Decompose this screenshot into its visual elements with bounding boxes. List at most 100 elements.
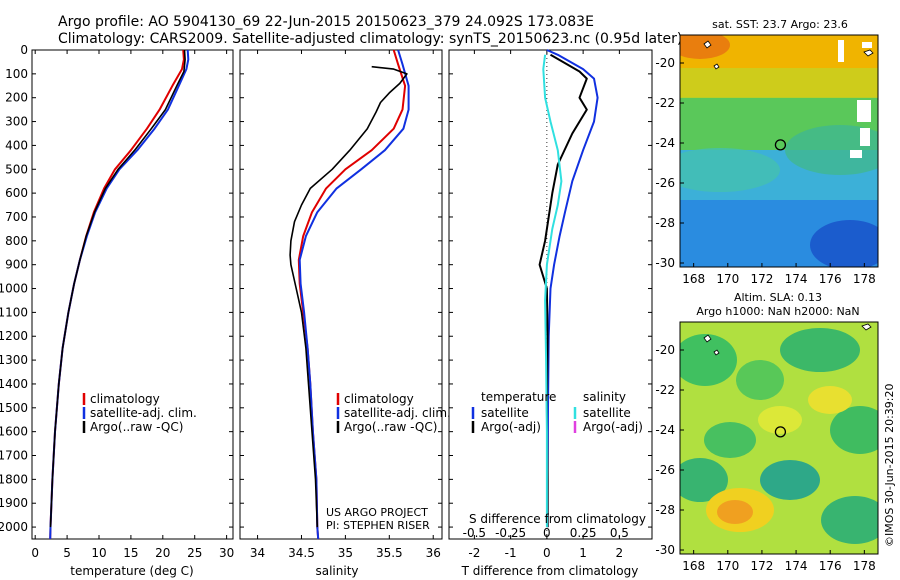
sst-transition-band: [680, 68, 878, 98]
map-x-tick-label: 176: [819, 272, 842, 286]
legend-sal-argo: Argo(-adj): [583, 420, 643, 434]
sla-high: [758, 406, 802, 434]
x-tick-label: 34.5: [288, 546, 315, 560]
sst-patch: [680, 148, 780, 192]
series-argo-raw-qc: [49, 49, 186, 528]
y-tick-label: 1500: [0, 401, 28, 415]
series-satellite-adj-clim: [298, 49, 410, 540]
temperature-chart: 0100200300400500600700800900100011001200…: [0, 43, 234, 560]
map-y-tick-label: -20: [655, 343, 675, 357]
y-tick-label: 500: [5, 162, 28, 176]
map-x-tick-label: 170: [716, 272, 739, 286]
project-annotation: US ARGO PROJECT: [326, 506, 428, 519]
y-tick-label: 200: [5, 91, 28, 105]
x-tick-label: 35: [338, 546, 353, 560]
sla-low: [760, 460, 820, 500]
header-subtitle: Climatology: CARS2009. Satellite-adjuste…: [58, 31, 682, 47]
sla-high: [717, 500, 753, 524]
sla-low: [680, 458, 728, 502]
y-tick-label: 700: [5, 210, 28, 224]
series-salinity-satellite: [542, 54, 563, 528]
x-tick-label: -2: [468, 546, 480, 560]
sla-low: [821, 496, 878, 544]
sst-patch: [785, 125, 878, 175]
sst-cloud-gap: [838, 40, 844, 62]
salinity-chart: 34 34.5 35 35.5 36: [240, 49, 442, 560]
island-outline: [861, 323, 872, 331]
s-diff-tick-label: 0: [543, 526, 551, 540]
salinity-plot-frame: [239, 49, 443, 540]
x-tick-label: 30: [219, 546, 234, 560]
legend-argo: Argo(..raw -QC): [344, 420, 437, 434]
legend-sal-satellite: satellite: [583, 406, 631, 420]
sla-map-title: Altim. SLA: 0.13: [734, 291, 822, 304]
difference-chart: -2 -1 0 1 2 -0.5 -0.25 0 0.25 0.5: [449, 49, 652, 560]
sla-high: [808, 386, 852, 414]
map-x-tick-label: 168: [682, 272, 705, 286]
legend-temp-satellite: satellite: [481, 406, 529, 420]
map-y-tick-label: -28: [655, 503, 675, 517]
sst-cloud-gap: [862, 42, 872, 48]
x-tick-label: 35.5: [376, 546, 403, 560]
sla-map: [680, 322, 878, 554]
x-tick-label: 0: [31, 546, 39, 560]
sla-low: [704, 422, 756, 458]
y-tick-label: 1200: [0, 329, 28, 343]
map-y-tick-label: -30: [655, 256, 675, 270]
map-x-tick-label: 174: [785, 272, 808, 286]
series-temperature-satellite: [546, 49, 599, 528]
y-tick-label: 1600: [0, 425, 28, 439]
map-x-tick-label: 178: [853, 272, 876, 286]
x-tick-label: 1: [579, 546, 587, 560]
y-tick-label: 1700: [0, 449, 28, 463]
difference-plot-frame: [448, 49, 653, 540]
sla-map-subtitle: Argo h1000: NaN h2000: NaN: [696, 305, 859, 318]
x-tick-label: 36: [426, 546, 441, 560]
temperature-xlabel: temperature (deg C): [70, 564, 193, 578]
temperature-plot-frame: [31, 49, 234, 540]
sst-patch: [680, 35, 730, 59]
x-tick-label: 20: [155, 546, 170, 560]
sla-map-frame: [679, 321, 879, 555]
y-tick-label: 1900: [0, 496, 28, 510]
series-climatology: [49, 49, 185, 540]
y-tick-label: 1300: [0, 353, 28, 367]
map-y-tick-label: -26: [655, 176, 675, 190]
y-tick-label: 1000: [0, 282, 28, 296]
map-x-tick-label: 168: [682, 559, 705, 573]
y-tick-label: 600: [5, 186, 28, 200]
map-y-tick-label: -28: [655, 216, 675, 230]
x-tick-label: 2: [616, 546, 624, 560]
sla-low: [780, 328, 860, 372]
island-outline: [863, 49, 874, 57]
argo-float-marker: [774, 426, 787, 438]
x-tick-label: 0: [543, 546, 551, 560]
sst-patch: [810, 220, 878, 267]
s-diff-tick-label: 0.25: [570, 526, 597, 540]
argo-float-marker: [774, 139, 787, 151]
map-x-tick-label: 170: [716, 559, 739, 573]
sst-cloud-gap: [860, 128, 870, 146]
sst-cloud-gap: [850, 150, 862, 158]
t-diff-xlabel: T difference from climatology: [461, 564, 639, 578]
y-tick-label: 900: [5, 258, 28, 272]
sla-low: [830, 406, 878, 454]
imos-caption: ©IMOS 30-Jun-2015 20:39:20: [883, 383, 896, 547]
y-tick-label: 300: [5, 115, 28, 129]
map-y-tick-label: -30: [655, 543, 675, 557]
map-x-tick-label: 172: [750, 272, 773, 286]
salinity-xlabel: salinity: [315, 564, 358, 578]
s-diff-tick-label: 0.5: [610, 526, 629, 540]
map-y-tick-label: -26: [655, 463, 675, 477]
temperature-legend: climatology satellite-adj. clim. Argo(..…: [82, 392, 197, 434]
map-x-tick-label: 178: [853, 559, 876, 573]
pi-annotation: PI: STEPHEN RISER: [326, 519, 430, 532]
y-tick-label: 1100: [0, 305, 28, 319]
legend-temp-argo: Argo(-adj): [481, 420, 541, 434]
island-outline: [703, 40, 720, 70]
map-y-tick-label: -24: [655, 423, 675, 437]
map-y-tick-label: -22: [655, 96, 675, 110]
map-x-tick-label: 172: [750, 559, 773, 573]
y-tick-label: 1800: [0, 472, 28, 486]
legend-satellite-adj: satellite-adj. clim.: [344, 406, 451, 420]
